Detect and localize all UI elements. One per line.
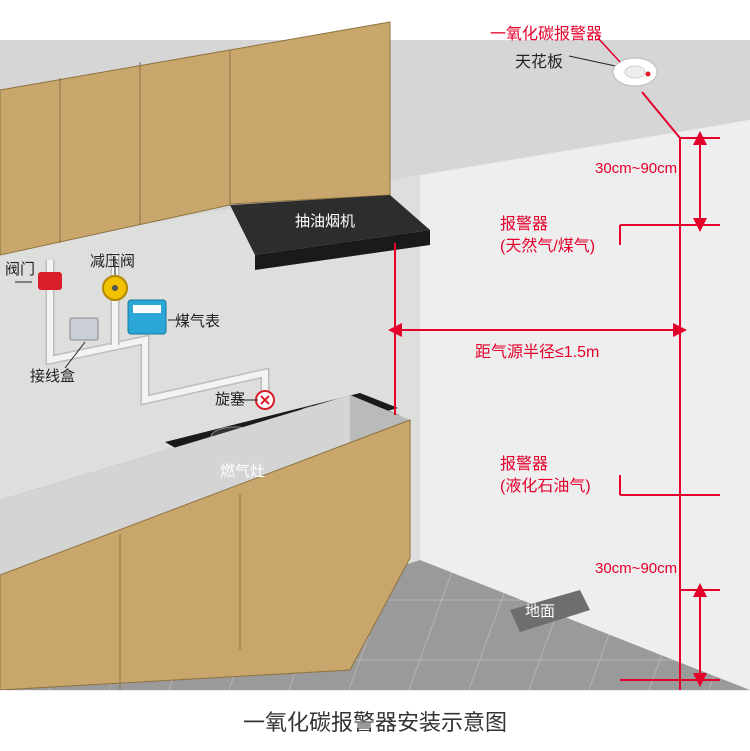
co-alarm-led-icon (646, 72, 651, 77)
valve-icon (38, 272, 62, 290)
junction-label: 接线盒 (30, 365, 75, 386)
alarm-upper-line1: 报警器 (500, 210, 548, 234)
regulator-dot-icon (112, 285, 118, 291)
lower-range-label: 30cm~90cm (595, 560, 677, 577)
stove-label: 燃气灶 (220, 460, 265, 481)
diagram-root: 一氧化碳报警器 天花板 30cm~90cm 报警器 (天然气/煤气) 距气源半径… (0, 0, 750, 750)
floor-label: 地面 (525, 600, 555, 621)
valve-label: 阀门 (5, 258, 35, 279)
title-bar: 一氧化碳报警器安装示意图 (0, 690, 750, 751)
co-alarm-inner-icon (625, 66, 645, 78)
alarm-lower-line2: (液化石油气) (500, 472, 591, 496)
hood-label: 抽油烟机 (295, 210, 355, 231)
meter-display-icon (133, 305, 161, 313)
plug-label: 旋塞 (215, 388, 245, 409)
alarm-lower-line1: 报警器 (500, 450, 548, 474)
radius-label: 距气源半径≤1.5m (475, 338, 599, 362)
junction-box-icon (70, 318, 98, 340)
hood-duct (230, 22, 390, 204)
kitchen-scene-svg (0, 0, 750, 690)
upper-range-label: 30cm~90cm (595, 160, 677, 177)
alarm-upper-line2: (天然气/煤气) (500, 232, 595, 256)
co-alarm-label: 一氧化碳报警器 (490, 20, 602, 44)
diagram-title: 一氧化碳报警器安装示意图 (243, 705, 507, 737)
meter-label: 煤气表 (175, 310, 220, 331)
ceiling-label: 天花板 (515, 48, 563, 72)
regulator-label: 减压阀 (90, 250, 135, 271)
